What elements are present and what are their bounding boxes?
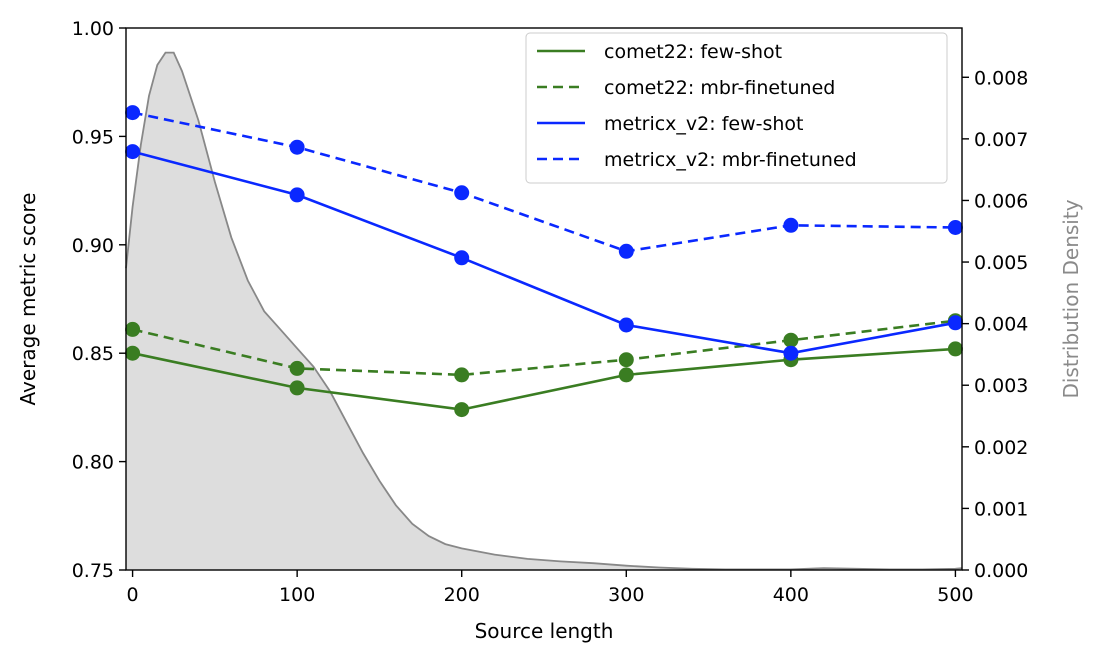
y2-tick-label: 0.004	[974, 314, 1028, 336]
x-tick-label: 300	[608, 584, 644, 606]
series-line	[132, 150, 956, 355]
data-point	[783, 217, 799, 233]
data-point	[947, 220, 963, 235]
data-point	[618, 243, 634, 259]
x-tick-label: 500	[937, 584, 973, 606]
y-tick-label: 0.75	[72, 560, 114, 582]
data-point	[454, 185, 470, 201]
legend-box	[525, 32, 948, 184]
data-point	[618, 352, 634, 368]
y-tick-label: 0.90	[72, 235, 114, 257]
series-3	[125, 105, 963, 259]
data-point	[618, 317, 634, 333]
legend-label: metricx_v2: few-shot	[604, 113, 804, 135]
data-point	[454, 367, 470, 383]
y-tick-label: 1.00	[72, 18, 114, 40]
y2-axis: 0.000 0.001 0.002 0.003 0.004 0.005 0.006 0.007…	[962, 67, 1028, 582]
data-point	[125, 321, 141, 337]
legend: comet22: few-shot comet22: mbr-finetuned m…	[525, 32, 948, 184]
x-axis-label: Source length	[475, 619, 614, 643]
x-tick-label: 100	[279, 584, 315, 606]
y-axis-label: Average metric score	[16, 193, 40, 406]
data-point	[289, 139, 305, 155]
y-tick-label: 0.85	[72, 343, 114, 365]
data-point	[783, 345, 799, 361]
series-line	[132, 111, 956, 253]
series-2	[125, 144, 963, 361]
data-point	[289, 187, 305, 203]
y2-tick-label: 0.008	[974, 67, 1028, 89]
y2-tick-label: 0.007	[974, 129, 1028, 151]
y2-tick-label: 0.002	[974, 437, 1028, 459]
x-tick-label: 400	[773, 584, 809, 606]
data-point	[947, 341, 963, 357]
y2-tick-label: 0.006	[974, 190, 1028, 212]
data-point	[618, 367, 634, 383]
data-point	[783, 332, 799, 348]
data-point	[454, 402, 470, 418]
y-tick-label: 0.80	[72, 452, 114, 474]
data-point	[289, 360, 305, 376]
x-tick-label: 200	[444, 584, 480, 606]
data-point	[125, 345, 141, 361]
y2-tick-label: 0.005	[974, 252, 1028, 274]
series-line	[132, 319, 956, 377]
y-axis: 0.75 0.80 0.85 0.90 0.95 1.00	[72, 18, 126, 582]
y-tick-label: 0.95	[72, 126, 114, 148]
x-axis: 0 100 200 300 400 500	[127, 570, 974, 606]
plot-frame	[125, 27, 963, 571]
density-area	[126, 52, 962, 571]
y2-tick-label: 0.003	[974, 375, 1028, 397]
series-line	[132, 347, 956, 411]
x-tick-label: 0	[127, 584, 139, 606]
y2-tick-label: 0.000	[974, 560, 1028, 582]
y2-axis-label: Distribution Density	[1059, 199, 1083, 398]
series-layer	[125, 105, 963, 418]
data-point	[125, 105, 141, 121]
data-point	[454, 250, 470, 266]
legend-label: comet22: few-shot	[604, 41, 782, 63]
data-point	[947, 315, 963, 331]
data-point	[125, 144, 141, 160]
legend-label: metricx_v2: mbr-finetuned	[604, 149, 857, 171]
y2-tick-label: 0.001	[974, 498, 1028, 520]
legend-label: comet22: mbr-finetuned	[604, 77, 835, 99]
data-point	[289, 380, 305, 396]
